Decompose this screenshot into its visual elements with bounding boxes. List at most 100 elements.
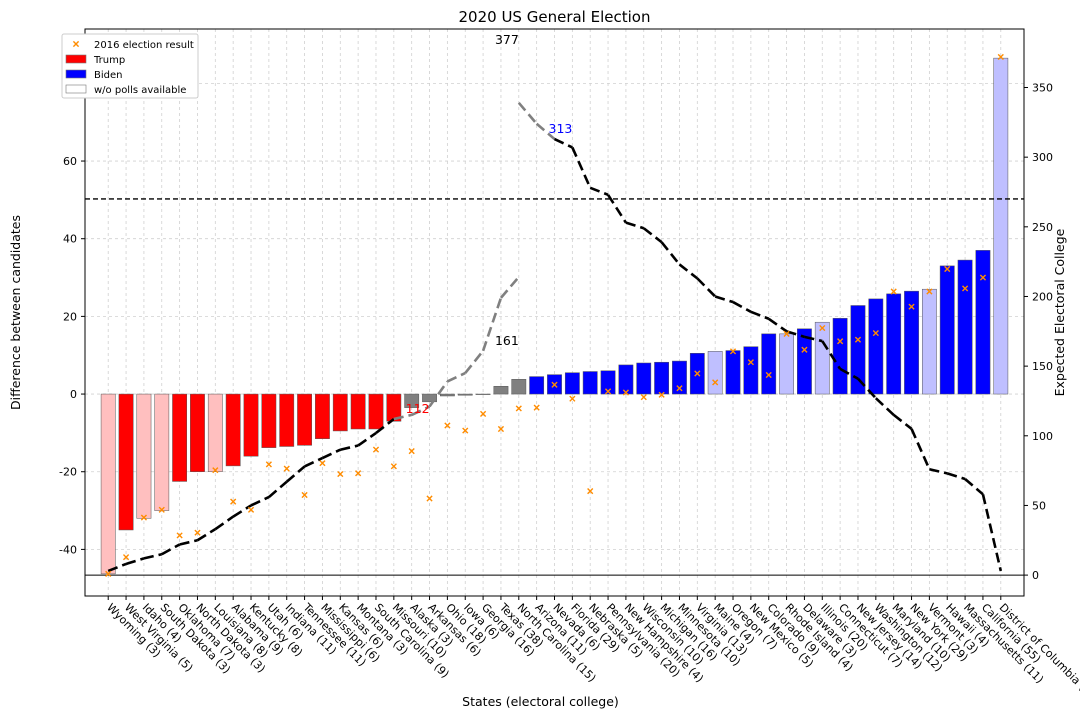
bar-3 [154, 393, 170, 511]
marker-2016-14 [355, 470, 362, 477]
y-tick-label: 40 [63, 233, 77, 246]
marker-2016-40 [819, 324, 826, 332]
ec-biden-segment [678, 263, 699, 280]
marker-2016-27 [587, 488, 594, 495]
marker-2016-24 [533, 404, 540, 411]
ec-trump-segment [214, 515, 234, 531]
bar-23 [511, 379, 527, 395]
marker-2016-3 [158, 506, 165, 513]
marker-2016-11 [301, 491, 308, 499]
bar-50 [993, 57, 1009, 395]
marker-2016-12 [319, 460, 326, 467]
y-tick-label: -40 [59, 543, 77, 556]
marker-2016-37 [765, 371, 772, 379]
marker-2016-5 [194, 529, 201, 536]
ec-biden-segment [625, 221, 645, 230]
bar-29 [618, 364, 634, 395]
legend-label: Biden [94, 70, 122, 81]
ec-biden-segment [642, 227, 663, 244]
bar-44 [886, 293, 902, 395]
ec-biden-segment [839, 367, 859, 380]
ec-biden-segment [517, 101, 538, 125]
y-tick-label: -20 [59, 466, 77, 479]
legend-box [61, 33, 199, 99]
bar-10 [279, 393, 295, 447]
marker-2016-49 [979, 274, 987, 281]
bar-12 [315, 393, 330, 439]
ec-biden-segment [892, 413, 913, 430]
bar-2 [136, 393, 152, 519]
ec-biden-segment [804, 335, 823, 343]
x-axis-label: States (electoral college) [462, 694, 619, 709]
bar-13 [332, 393, 348, 432]
marker-2016-34 [712, 379, 719, 386]
legend-label: 2016 election result [94, 40, 194, 51]
marker-2016-20 [462, 427, 469, 434]
ec-trump-segment [250, 495, 270, 507]
ec-biden-segment [660, 241, 681, 266]
marker-2016-8 [247, 506, 255, 513]
marker-2016-16 [390, 463, 397, 470]
bar-30 [636, 362, 652, 395]
bar-16 [386, 393, 402, 422]
ec-biden-segment [589, 186, 609, 196]
ec-trump-segment [196, 528, 217, 542]
marker-2016-28 [604, 388, 612, 395]
bar-47 [939, 265, 955, 395]
bar-45 [904, 290, 919, 395]
marker-2016-17 [408, 448, 415, 455]
ec-biden-segment [857, 377, 877, 400]
legend-item-trump: Trump [65, 54, 125, 66]
marker-2016-29 [622, 389, 630, 396]
ec-trump-segment [107, 562, 127, 573]
bar-38 [779, 333, 794, 395]
marker-2016-44 [890, 288, 897, 295]
ec-trump-segment [179, 539, 198, 546]
bar-27 [582, 371, 598, 395]
marker-2016-41 [837, 338, 844, 345]
bar-28 [600, 370, 616, 395]
marker-2016-9 [265, 461, 272, 468]
bar-36 [743, 346, 759, 395]
marker-2016-19 [444, 422, 451, 429]
y-tick-label: 0 [70, 388, 77, 401]
marker-2016-36 [747, 359, 754, 366]
bar-1 [118, 393, 134, 531]
marker-2016-32 [676, 385, 683, 392]
ec-trump-segment [446, 371, 466, 383]
ec-trump-segment [464, 349, 485, 374]
bar-32 [672, 360, 687, 395]
bar-35 [725, 350, 741, 395]
legend-swatch [65, 69, 87, 79]
ec-biden-segment [910, 428, 931, 470]
bar-39 [797, 328, 812, 395]
ec-trump-segment [393, 413, 412, 421]
marker-2016-45 [908, 303, 915, 310]
ec-biden-segment [750, 310, 770, 320]
ec-trump-segment [268, 480, 288, 499]
bar-20 [457, 393, 473, 396]
bar-14 [350, 393, 366, 430]
ec-trump-segment [339, 444, 359, 451]
y2-axis-label: Expected Electoral College [1052, 228, 1067, 396]
annotation-161: 161 [495, 333, 519, 348]
y2-tick-label: 350 [1032, 82, 1053, 95]
marker-2016-42 [854, 336, 862, 343]
annotation-313: 313 [549, 121, 573, 136]
bar-24 [529, 376, 545, 395]
marker-2016-48 [961, 285, 969, 292]
ec-trump-segment [232, 504, 252, 518]
ec-biden-segment [696, 277, 717, 298]
marker-2016-43 [872, 329, 879, 337]
marker-2016-46 [926, 288, 933, 295]
ec-trump-segment [481, 297, 503, 352]
ec-biden-segment [606, 194, 628, 224]
bar-26 [564, 372, 580, 395]
bar-48 [957, 259, 973, 395]
bar-42 [850, 305, 866, 395]
ec-biden-segment [571, 146, 592, 189]
marker-2016-22 [497, 425, 505, 433]
y-tick-label: 60 [63, 155, 77, 168]
y2-tick-label: 150 [1032, 360, 1053, 373]
